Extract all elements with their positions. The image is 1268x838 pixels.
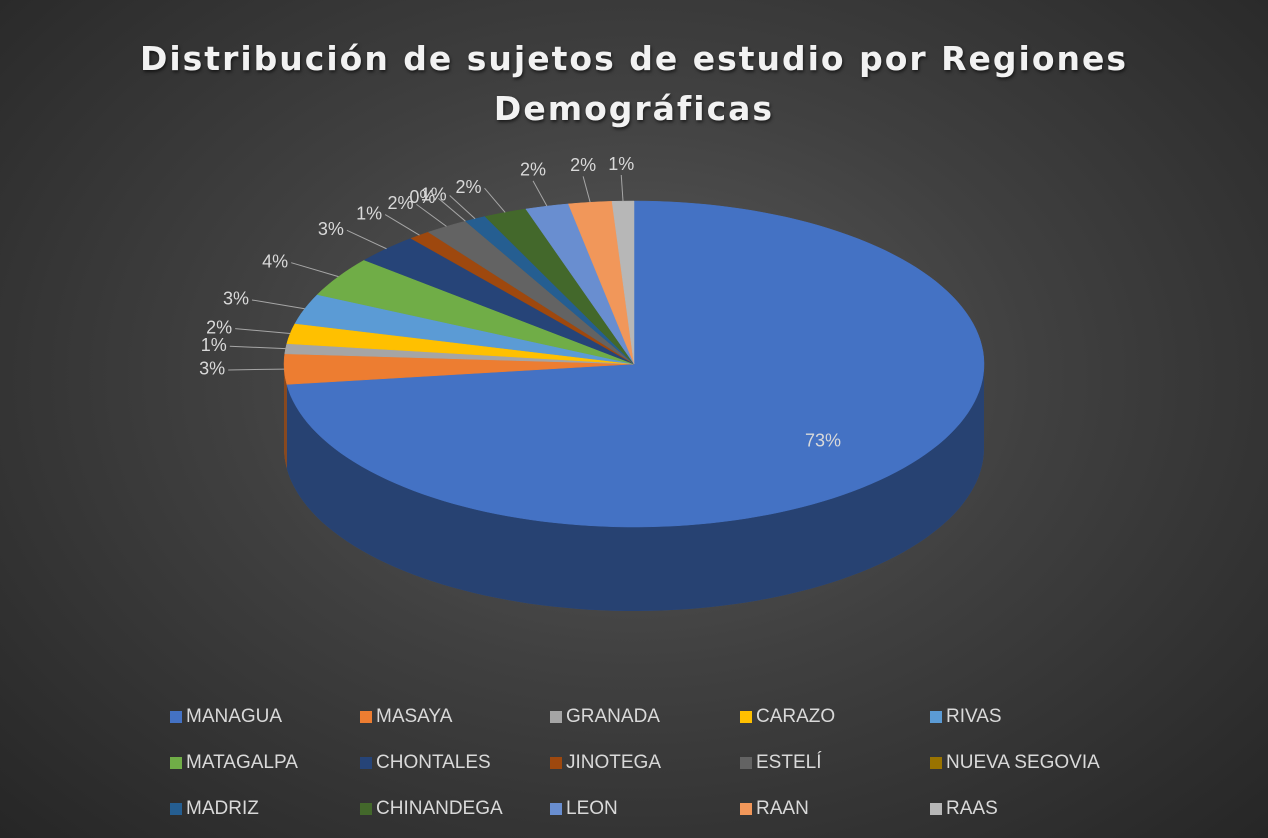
legend-swatch bbox=[740, 803, 752, 815]
legend-item: MADRIZ bbox=[170, 798, 259, 820]
legend-label: GRANADA bbox=[566, 706, 660, 727]
legend-label: JINOTEGA bbox=[566, 752, 662, 773]
legend-label: RAAS bbox=[946, 798, 998, 819]
slice-side bbox=[284, 364, 287, 469]
legend-item: NUEVA SEGOVIA bbox=[930, 752, 1100, 774]
legend-item: ESTELÍ bbox=[740, 752, 821, 774]
legend-swatch bbox=[930, 757, 942, 769]
slice bbox=[611, 200, 635, 365]
legend-item: RAAS bbox=[930, 798, 998, 820]
legend-item: JINOTEGA bbox=[550, 752, 661, 774]
legend-label: CARAZO bbox=[756, 706, 836, 727]
legend-label: CHINANDEGA bbox=[376, 798, 503, 819]
leader-line bbox=[229, 345, 286, 350]
legend-label: MATAGALPA bbox=[186, 752, 298, 773]
legend-label: MADRIZ bbox=[186, 798, 259, 819]
legend-swatch bbox=[930, 711, 942, 723]
leader-line bbox=[416, 203, 447, 227]
data-label: 3% bbox=[199, 359, 225, 379]
data-label: 0% bbox=[409, 187, 435, 207]
legend-label: MANAGUA bbox=[186, 706, 283, 727]
slice-side-shade bbox=[284, 364, 287, 469]
labels: 73%3%1%2%3%4%3%1%2%0%1% 2%2% 2% 1% bbox=[199, 154, 841, 451]
data-label: 4% bbox=[262, 251, 288, 271]
data-label: 1% bbox=[421, 184, 447, 204]
data-label: 2% bbox=[206, 317, 232, 337]
legend-label: NUEVA SEGOVIA bbox=[946, 752, 1100, 773]
chart-title: Distribución de sujetos de estudio por R… bbox=[139, 39, 1129, 128]
data-label: 2% bbox=[456, 177, 482, 197]
legend-item: RAAN bbox=[740, 798, 809, 820]
legend-swatch bbox=[550, 803, 562, 815]
leader-line bbox=[384, 214, 420, 236]
leader-line bbox=[532, 180, 548, 207]
legend-item: MASAYA bbox=[360, 706, 452, 728]
legend-swatch bbox=[740, 711, 752, 723]
legend-item: RIVAS bbox=[930, 706, 1002, 728]
slice bbox=[286, 200, 985, 528]
slice-side-shade bbox=[286, 364, 984, 611]
data-label: 2% bbox=[387, 193, 413, 213]
leader-line bbox=[582, 176, 591, 203]
leader-line bbox=[484, 187, 506, 213]
legend-item: GRANADA bbox=[550, 706, 660, 728]
legend-swatch bbox=[170, 711, 182, 723]
legend-label: CHONTALES bbox=[376, 752, 491, 773]
legend-item: CHONTALES bbox=[360, 752, 491, 774]
legend-item: MATAGALPA bbox=[170, 752, 298, 774]
legend-swatch bbox=[550, 711, 562, 723]
slice-side bbox=[286, 364, 984, 611]
legend-item: LEON bbox=[550, 798, 618, 820]
leader-line bbox=[228, 368, 285, 371]
legend-swatch bbox=[550, 757, 562, 769]
legend-label: RIVAS bbox=[946, 706, 1002, 727]
legend-swatch bbox=[360, 711, 372, 723]
slice bbox=[294, 294, 635, 365]
leader-line bbox=[438, 197, 466, 222]
data-label: 1% bbox=[201, 335, 227, 355]
legend-swatch bbox=[170, 757, 182, 769]
data-label: 1% bbox=[608, 154, 634, 174]
leader-line bbox=[251, 299, 305, 310]
legend-label: RAAN bbox=[756, 798, 809, 819]
leader-line bbox=[449, 195, 476, 220]
legend-item: MANAGUA bbox=[170, 706, 282, 728]
legend-label: MASAYA bbox=[376, 706, 453, 727]
side-walls bbox=[284, 364, 984, 611]
data-label: 3% bbox=[223, 289, 249, 309]
leader-line bbox=[346, 229, 387, 250]
legend-swatch bbox=[360, 803, 372, 815]
data-label: 73% bbox=[805, 430, 841, 450]
data-label: 1% bbox=[356, 203, 382, 223]
leader-line bbox=[235, 328, 291, 334]
legend-swatch bbox=[930, 803, 942, 815]
legend-swatch bbox=[360, 757, 372, 769]
data-label: 2% bbox=[520, 160, 546, 180]
legend-swatch bbox=[170, 803, 182, 815]
legend-item: CHINANDEGA bbox=[360, 798, 503, 820]
legend-label: LEON bbox=[566, 798, 618, 819]
legend-swatch bbox=[740, 757, 752, 769]
data-label: 3% bbox=[318, 219, 344, 239]
legend-item: CARAZO bbox=[740, 706, 835, 728]
legend-label: ESTELÍ bbox=[756, 752, 822, 773]
data-label: 2% bbox=[570, 155, 596, 175]
top-faces bbox=[283, 200, 985, 528]
slice bbox=[316, 259, 635, 365]
leader-line bbox=[620, 174, 624, 202]
leader-line bbox=[291, 262, 339, 278]
